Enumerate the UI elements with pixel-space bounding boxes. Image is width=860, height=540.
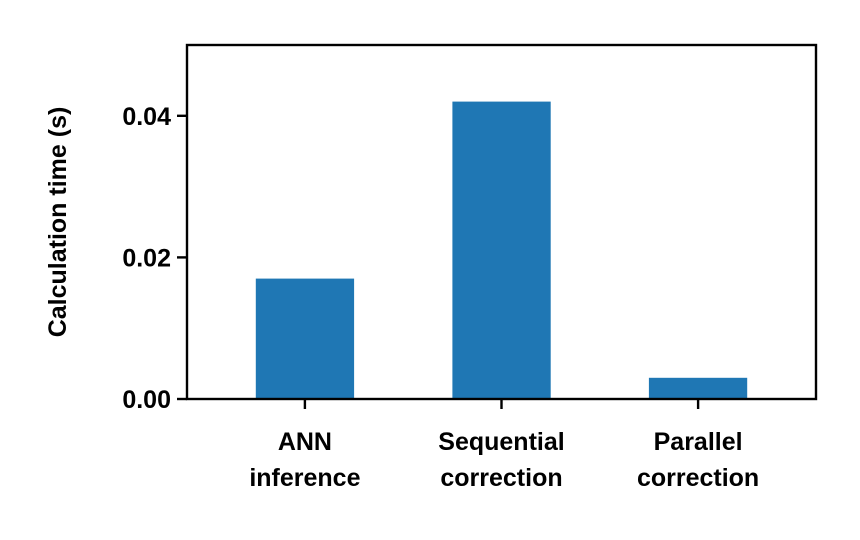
y-axis-title: Calculation time (s)	[44, 107, 72, 338]
y-tick-label-2: 0.04	[122, 103, 171, 131]
x-tick-label-0-line-0: ANN	[278, 428, 332, 456]
bar-0	[255, 278, 355, 399]
y-tick-label-1: 0.02	[122, 244, 171, 272]
bars-group	[255, 101, 748, 399]
x-tick-label-1-line-0: Sequential	[438, 428, 564, 456]
y-tick-label-0: 0.00	[122, 386, 171, 414]
x-tick-label-2-line-0: Parallel	[654, 428, 743, 456]
x-tick-label-0: ANN inference	[249, 428, 360, 492]
plot-frame	[185, 43, 818, 401]
bar-1	[452, 101, 551, 399]
x-tick-label-1-line-1: correction	[440, 464, 562, 492]
y-axis-ticks: 0.00 0.02 0.04	[122, 103, 187, 414]
bar-2	[648, 377, 748, 399]
x-tick-label-0-line-1: inference	[249, 464, 360, 492]
x-tick-label-2-line-1: correction	[637, 464, 759, 492]
x-tick-label-1: Sequential correction	[438, 428, 564, 492]
x-tick-label-2: Parallel correction	[637, 428, 759, 492]
